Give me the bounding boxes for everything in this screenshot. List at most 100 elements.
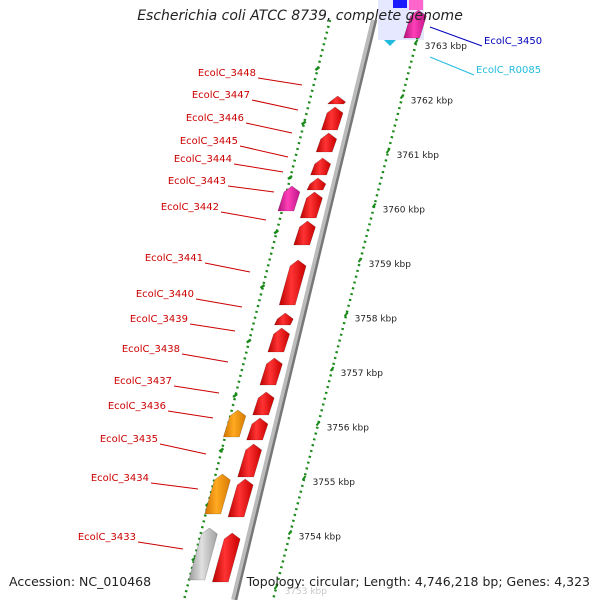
gene-label: EcolC_R0085 — [476, 65, 541, 76]
gene-arrow — [299, 191, 323, 219]
label-connector — [251, 99, 299, 111]
gene-label: EcolC_3438 — [122, 344, 180, 355]
label-connector — [239, 145, 289, 158]
gene-label: EcolC_3446 — [186, 113, 244, 124]
gene-arrow — [321, 106, 344, 131]
genome-summary-text: Topology: circular; Length: 4,746,218 bp… — [246, 574, 590, 589]
scale-label: 3761 kbp — [397, 151, 440, 161]
label-connector — [195, 298, 243, 308]
gene-label: EcolC_3441 — [145, 253, 203, 264]
gene-arrow — [227, 478, 254, 518]
major-tick — [385, 148, 391, 154]
gene-labels: EcolC_3448 EcolC_3447 EcolC_3446 EcolC_3445… — [78, 36, 542, 543]
gene-arrow — [306, 177, 327, 191]
label-connector — [150, 482, 199, 490]
gene-arrow — [310, 157, 332, 176]
gene-label: EcolC_3433 — [78, 532, 136, 543]
minor-tick — [314, 66, 321, 71]
gene-arrow — [211, 532, 241, 583]
scale-label: 3760 kbp — [383, 206, 426, 216]
scale-labels: 3763 kbp 3762 kbp 3761 kbp 3760 kbp 3759 kbp… — [285, 42, 468, 597]
major-tick — [343, 311, 349, 318]
scale-label: 3763 kbp — [425, 42, 468, 52]
gene-label: EcolC_3434 — [91, 473, 149, 484]
gene-label: EcolC_3450 — [484, 36, 542, 47]
gene-label: EcolC_3445 — [180, 136, 238, 147]
gene-label: EcolC_3436 — [108, 401, 166, 412]
minor-tick — [259, 284, 266, 289]
major-tick — [413, 39, 419, 45]
gene-features — [188, 9, 427, 583]
tick-marks — [191, 39, 419, 590]
scale-label: 3758 kbp — [355, 315, 398, 325]
gene-arrow — [315, 132, 338, 153]
gene-arrow — [237, 443, 263, 478]
minor-tick — [287, 175, 293, 180]
gene-label: EcolC_3442 — [161, 202, 219, 213]
gene-arrow — [273, 312, 294, 326]
accession-text: Accession: NC_010468 — [9, 574, 152, 589]
label-connector — [173, 385, 220, 394]
label-connector — [220, 211, 267, 221]
gene-arrow — [277, 185, 301, 212]
major-tick — [329, 366, 335, 372]
genome-backbone-shade — [234, 19, 378, 600]
minor-tick — [232, 393, 238, 398]
scale-label: 3759 kbp — [369, 260, 412, 270]
label-connector — [429, 56, 475, 76]
gene-arrow — [252, 391, 275, 416]
label-connector — [181, 353, 229, 363]
scale-label: 3755 kbp — [313, 478, 356, 488]
label-connectors — [137, 26, 483, 550]
major-tick — [301, 475, 307, 481]
major-tick — [357, 257, 363, 263]
label-connector — [159, 443, 207, 455]
label-connector — [233, 163, 284, 173]
rna-marker — [384, 40, 396, 46]
gene-arrow — [293, 220, 316, 246]
gene-arrow — [259, 357, 283, 386]
major-tick — [371, 202, 377, 209]
gene-arrow — [327, 95, 347, 105]
major-tick — [315, 420, 321, 427]
gene-label: EcolC_3437 — [114, 376, 172, 387]
gene-label: EcolC_3447 — [192, 90, 250, 101]
scale-label: 3757 kbp — [341, 369, 384, 379]
minor-tick — [300, 120, 307, 126]
major-tick — [287, 529, 293, 536]
scale-label: 3754 kbp — [299, 533, 342, 543]
minor-tick — [273, 229, 280, 235]
gene-label: EcolC_3444 — [174, 154, 232, 165]
minor-tick — [246, 338, 252, 344]
scale-label: 3753 kbp — [285, 587, 328, 597]
gene-label: EcolC_3448 — [198, 68, 256, 79]
scale-label: 3756 kbp — [327, 424, 370, 434]
label-connector — [189, 323, 236, 332]
label-connector — [257, 77, 303, 86]
major-tick — [273, 584, 279, 590]
gene-arrow — [222, 409, 247, 438]
gene-arrow — [188, 527, 218, 581]
outer-tick-ring — [271, 19, 424, 600]
major-tick — [399, 93, 405, 100]
gene-arrow — [278, 259, 307, 306]
gene-arrow — [403, 9, 427, 39]
label-connector — [167, 410, 214, 419]
gene-label: EcolC_3435 — [100, 434, 158, 445]
genome-backbone — [231, 19, 377, 600]
gene-label: EcolC_3443 — [168, 176, 226, 187]
label-connector — [137, 541, 184, 550]
label-connector — [245, 122, 293, 134]
gene-arrow — [246, 417, 269, 441]
gene-label: EcolC_3440 — [136, 289, 194, 300]
label-connector — [429, 26, 483, 47]
gene-label: EcolC_3439 — [130, 314, 188, 325]
scale-label: 3762 kbp — [411, 97, 454, 107]
map-title: Escherichia coli ATCC 8739, complete gen… — [137, 8, 463, 24]
label-connector — [227, 185, 275, 193]
label-connector — [204, 262, 251, 273]
gene-arrow — [204, 473, 231, 515]
gene-arrow — [267, 327, 291, 353]
